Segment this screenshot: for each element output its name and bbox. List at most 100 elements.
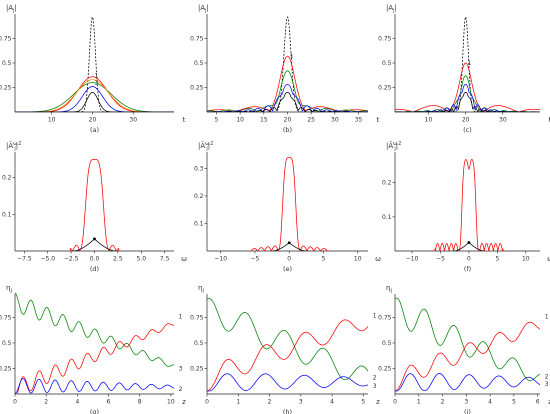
y-tick-label: 0.5 xyxy=(2,340,12,347)
series-group xyxy=(248,157,331,251)
series-line xyxy=(207,373,368,392)
series-line xyxy=(15,378,174,394)
x-tick-label: 20 xyxy=(284,117,292,124)
x-tick-label: 0 xyxy=(205,399,209,406)
y-tick-label: 0.25 xyxy=(378,365,392,372)
series-line xyxy=(395,373,540,392)
x-tick-label: 10 xyxy=(425,117,433,124)
x-axis-label: z xyxy=(182,398,186,406)
panel-f: −10 −5 0 5 10 0.1 0.2 |Ãωj|2 ω (f) xyxy=(382,141,550,273)
y-tick-label: 0.5 xyxy=(194,60,204,67)
panel-g: 0 2 4 6 8 10 0.25 0.5 0.75 ηj z (g) 1 3 2 xyxy=(0,284,186,414)
x-tick-label: 5 xyxy=(361,399,365,406)
x-tick-label: 10 xyxy=(167,399,175,406)
x-tick-label: 6 xyxy=(107,399,111,406)
x-tick-label: −5.0 xyxy=(40,256,55,263)
series-marker xyxy=(93,237,96,241)
series-line xyxy=(395,62,540,112)
x-axis-label: ω xyxy=(181,255,187,263)
x-axis-label: t xyxy=(183,116,186,124)
panel-caption: (i) xyxy=(464,408,471,414)
series-group xyxy=(207,16,368,112)
y-axis-label: |Aj| xyxy=(6,4,17,14)
y-tick-label: 0.25 xyxy=(378,85,392,92)
series-line xyxy=(207,70,368,112)
curve-label: 1 xyxy=(95,73,99,80)
x-axis-label: t xyxy=(549,116,550,124)
y-tick-label: 0.5 xyxy=(382,340,392,347)
y-tick-label: 0.5 xyxy=(194,340,204,347)
panel-caption: (a) xyxy=(90,126,99,134)
y-tick-label: 0.1 xyxy=(194,221,204,228)
x-tick-label: 15 xyxy=(260,117,268,124)
y-axis-label: |Aj| xyxy=(198,4,209,14)
panel-caption: (d) xyxy=(90,265,99,273)
panel-caption: (e) xyxy=(283,265,292,273)
x-tick-label: 4 xyxy=(75,399,79,406)
series-line xyxy=(68,158,121,251)
x-tick-label: 4 xyxy=(330,399,334,406)
x-axis-label: t xyxy=(377,116,380,124)
y-axis-label: |Ãω j|2 xyxy=(198,141,213,152)
panel-d: −7.5 −5.0 −2.5 0.0 2.5 5.0 7.5 0.1 0.2 |Ãω j|2 ω (d) xyxy=(2,141,187,273)
panel-e: −10 −5 0 5 10 0.1 0.2 0.3 |Ãω j|2 ω (e) xyxy=(194,141,381,273)
series-line xyxy=(395,16,540,112)
x-tick-label: 30 xyxy=(499,117,507,124)
curve-label: 1 xyxy=(373,312,377,319)
series-group xyxy=(431,159,506,251)
y-tick-label: 0.75 xyxy=(190,314,204,321)
series-line xyxy=(15,86,174,112)
y-tick-label: 0.2 xyxy=(194,193,204,200)
y-axis-label: |Ãω j|2 xyxy=(6,141,21,152)
series-line xyxy=(207,92,368,112)
x-tick-label: 0 xyxy=(287,256,291,263)
y-tick-label: 0.5 xyxy=(2,60,12,67)
x-tick-label: 4 xyxy=(488,399,492,406)
series-group xyxy=(15,292,174,394)
panel-c: 10 20 30 0.25 0.5 0.75 |Aj| t (c) 1 xyxy=(378,4,550,134)
y-tick-label: 0.75 xyxy=(378,36,392,43)
x-tick-label: −2.5 xyxy=(64,256,79,263)
y-tick-label: 0.2 xyxy=(382,180,392,187)
series-line xyxy=(15,92,174,112)
series-line xyxy=(15,323,174,394)
x-tick-label: 10 xyxy=(48,117,56,124)
x-axis-label: z xyxy=(548,398,550,406)
y-tick-label: 0.1 xyxy=(382,214,392,221)
x-tick-label: 5 xyxy=(215,117,219,124)
x-tick-label: 5 xyxy=(322,256,326,263)
x-tick-label: 2.5 xyxy=(113,256,123,263)
x-tick-label: 25 xyxy=(307,117,315,124)
y-axis-label: |Ãω j|2 xyxy=(386,141,401,152)
panel-caption: (f) xyxy=(464,265,471,273)
y-axis-label: |Aj| xyxy=(386,4,397,14)
x-tick-label: 6 xyxy=(536,399,540,406)
x-tick-label: 5 xyxy=(495,256,499,263)
series-line xyxy=(207,55,368,112)
curve-label: 2 xyxy=(545,374,549,381)
series-group xyxy=(395,297,540,392)
y-tick-label: 0.25 xyxy=(0,85,12,92)
y-tick-label: 0.75 xyxy=(378,314,392,321)
x-tick-label: 0 xyxy=(13,399,17,406)
series-marker xyxy=(467,241,471,244)
x-tick-label: −10 xyxy=(406,256,419,263)
x-tick-label: 2 xyxy=(441,399,445,406)
curve-label: 3 xyxy=(373,383,377,390)
x-tick-label: 3 xyxy=(464,399,468,406)
x-tick-label: 30 xyxy=(129,117,137,124)
y-axis-label: ηj xyxy=(198,284,204,294)
curve-label: 3 xyxy=(545,381,549,388)
series-group xyxy=(15,16,174,112)
curve-label: 1 xyxy=(290,53,294,60)
y-tick-label: 0.25 xyxy=(190,365,204,372)
x-tick-label: 7.5 xyxy=(160,256,170,263)
panel-a: 10 20 30 0.25 0.5 0.75 |Aj| t (a) 13 xyxy=(0,4,186,134)
x-tick-label: 2 xyxy=(268,399,272,406)
panel-caption: (h) xyxy=(283,408,292,414)
series-line xyxy=(395,84,540,112)
series-line xyxy=(395,321,540,392)
x-tick-label: 1 xyxy=(236,399,240,406)
